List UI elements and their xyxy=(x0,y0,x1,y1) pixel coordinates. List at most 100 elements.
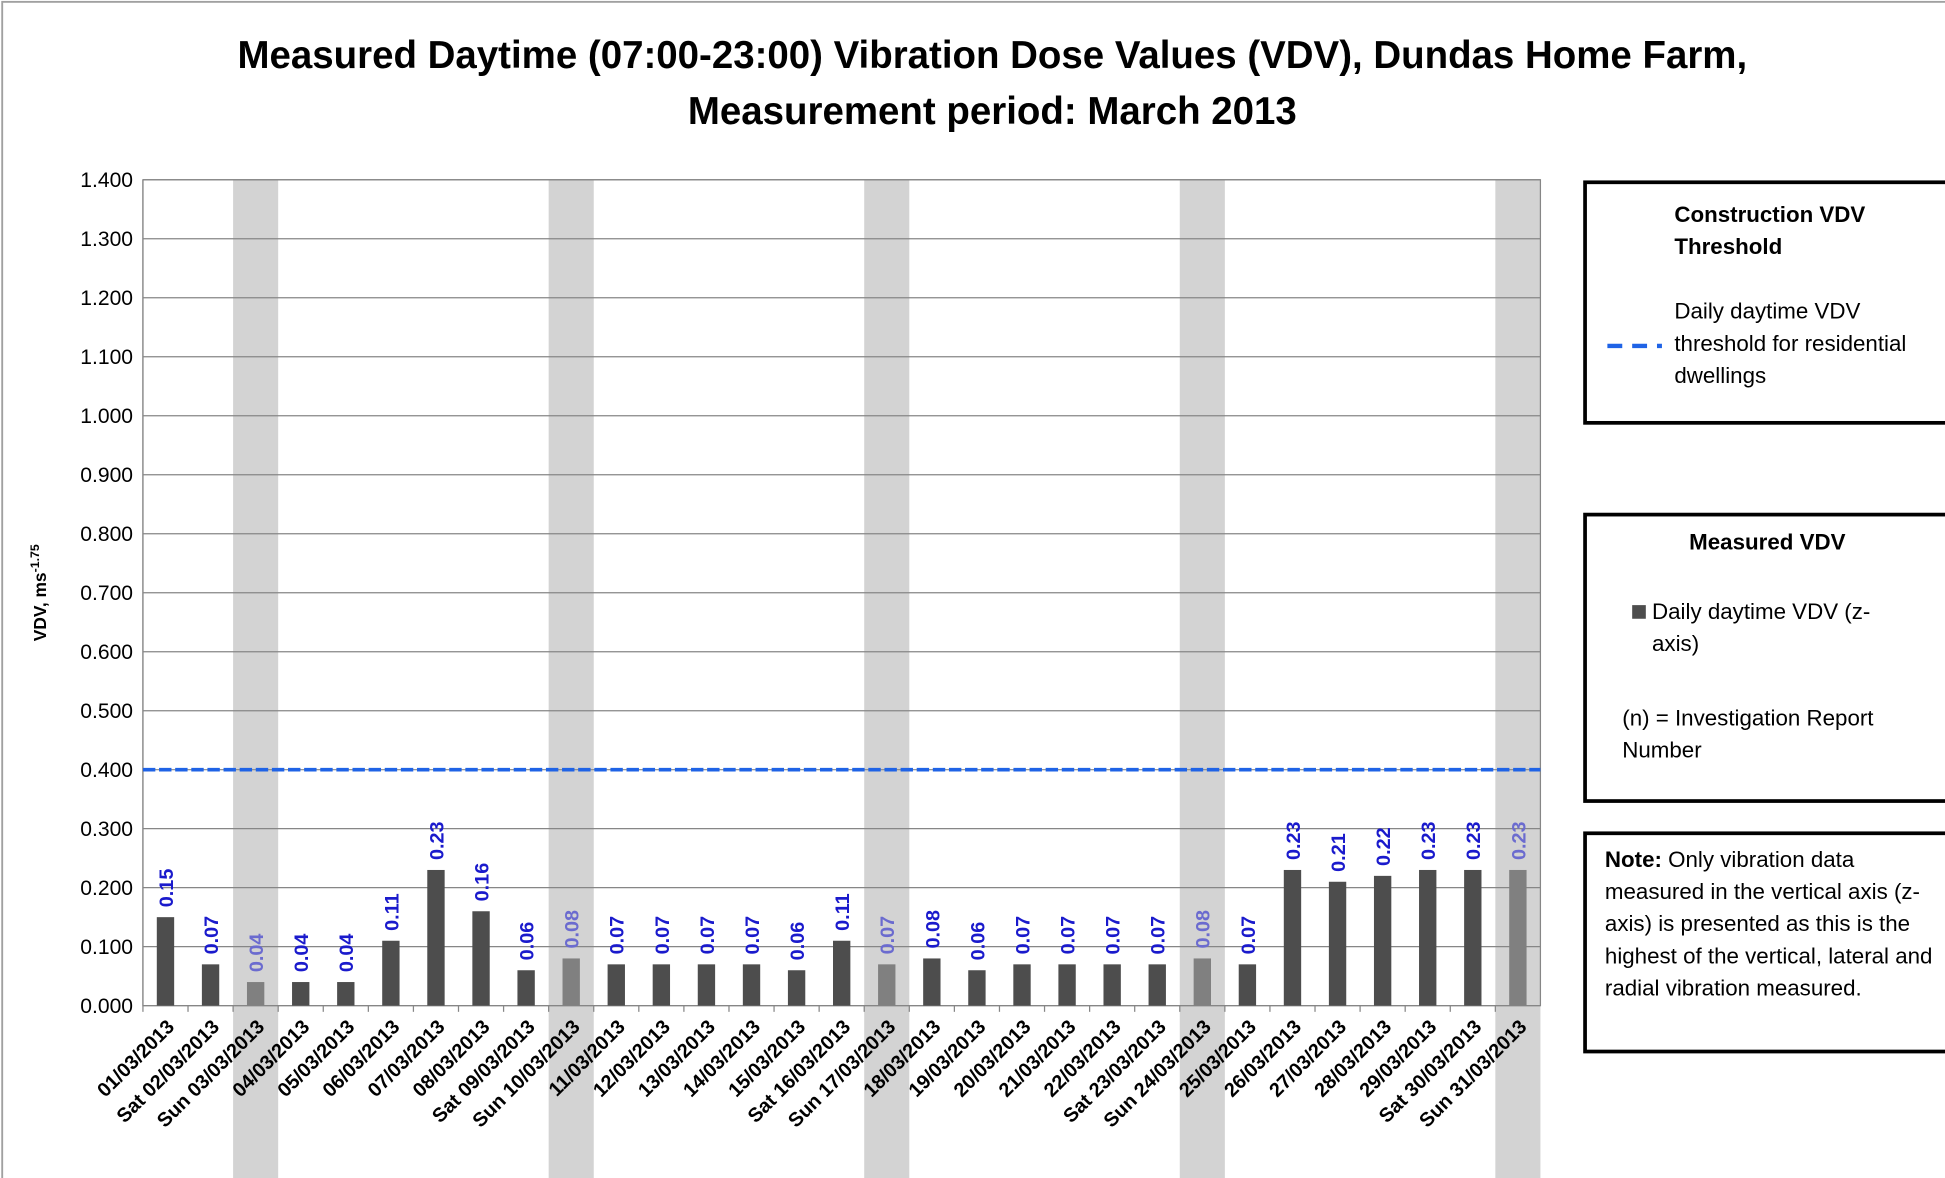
y-tick-label: 0.900 xyxy=(80,464,133,487)
data-label: 0.23 xyxy=(1418,821,1440,860)
bar xyxy=(1013,964,1031,1006)
legend-title-text: Construction VDV Threshold xyxy=(1674,202,1866,260)
legend-box xyxy=(1583,512,1945,803)
data-label: 0.23 xyxy=(1508,821,1530,860)
data-label: 0.07 xyxy=(1103,916,1125,955)
data-label: 0.11 xyxy=(832,893,854,931)
legend-title: Construction VDV Threshold xyxy=(1674,198,1922,262)
bar xyxy=(1193,958,1211,1006)
data-label: 0.07 xyxy=(697,916,719,955)
y-axis-label: VDV, ms-1.75 xyxy=(28,544,50,641)
bar xyxy=(1328,881,1347,1006)
bar xyxy=(517,970,535,1006)
data-label: 0.23 xyxy=(1463,821,1485,860)
bar xyxy=(427,869,445,1006)
note-label: Note: xyxy=(1604,846,1662,872)
y-tick-label: 1.400 xyxy=(80,169,133,192)
bar xyxy=(697,964,716,1006)
chart-title: Measured Daytime (07:00-23:00) Vibration… xyxy=(237,33,1748,133)
shaded-column xyxy=(548,179,594,1178)
data-label: 0.22 xyxy=(1373,827,1395,866)
bar xyxy=(562,958,580,1006)
y-tick-label: 0.100 xyxy=(80,936,133,959)
bar xyxy=(607,964,625,1006)
shaded-column xyxy=(1179,179,1225,1178)
y-tick-label: 0.500 xyxy=(80,700,133,723)
data-label: 0.08 xyxy=(922,910,944,949)
bar xyxy=(292,982,310,1006)
legend-box xyxy=(1583,180,1945,425)
y-tick-label: 0.200 xyxy=(80,877,133,900)
y-tick-label: 1.000 xyxy=(80,405,133,428)
y-tick-label: 0.300 xyxy=(80,818,133,841)
data-label: 0.07 xyxy=(1148,916,1170,955)
y-tick-label: 0.700 xyxy=(80,582,133,605)
note-box xyxy=(1583,831,1945,1054)
data-label: 0.07 xyxy=(877,916,899,955)
data-label: 0.16 xyxy=(471,863,493,902)
legend-threshold-label: Daily daytime VDV threshold for resident… xyxy=(1674,298,1907,389)
bar xyxy=(1464,869,1482,1006)
data-label: 0.08 xyxy=(562,910,584,949)
data-label: 0.07 xyxy=(1058,916,1080,955)
data-label: 0.07 xyxy=(201,916,223,955)
bar xyxy=(1419,869,1437,1006)
legend-title-box: Measured VDV xyxy=(1689,529,1846,555)
data-label: 0.06 xyxy=(517,922,539,961)
y-tick-label: 1.100 xyxy=(80,346,133,369)
shaded-column xyxy=(1495,179,1541,1178)
bar xyxy=(337,982,355,1006)
data-label: 0.07 xyxy=(1238,916,1260,955)
bar xyxy=(382,940,400,1006)
data-label: 0.08 xyxy=(1193,910,1215,949)
data-label: 0.23 xyxy=(426,821,448,860)
data-label: 0.04 xyxy=(291,934,313,973)
bar xyxy=(878,964,896,1006)
bar xyxy=(1283,869,1302,1006)
data-label: 0.07 xyxy=(607,916,629,955)
legend-title-text: Measured VDV xyxy=(1689,529,1846,555)
legend-bar-swatch xyxy=(1632,605,1646,619)
y-tick-label: 0.600 xyxy=(80,641,133,664)
data-label: 0.07 xyxy=(742,916,764,955)
y-axis-label-sup: -1.75 xyxy=(28,544,42,572)
shaded-column xyxy=(864,179,910,1178)
bar xyxy=(1238,964,1257,1006)
title-box: Measured Daytime (07:00-23:00) Vibration… xyxy=(237,33,1748,133)
data-label: 0.06 xyxy=(967,922,989,961)
y-tick-label: 1.300 xyxy=(80,228,133,251)
bar xyxy=(472,911,490,1006)
data-label: 0.04 xyxy=(336,934,358,973)
legend-title-box: Construction VDV Threshold xyxy=(1674,198,1922,262)
y-tick-label: 1.200 xyxy=(80,287,133,310)
note-text: Only vibration data measured in the vert… xyxy=(1604,846,1933,1001)
data-label: 0.06 xyxy=(787,922,809,961)
legend-bar-label: Daily daytime VDV (z-axis) xyxy=(1652,598,1871,656)
bar xyxy=(1373,875,1392,1006)
shaded-column xyxy=(233,179,279,1178)
bar xyxy=(787,970,806,1006)
data-label: 0.21 xyxy=(1328,833,1350,872)
legend-note-box: (n) = Investigation Report Number xyxy=(1622,706,1873,763)
note: Note: Only vibration data measured in th… xyxy=(1605,843,1934,1004)
data-label: 0.23 xyxy=(1283,821,1305,860)
bar xyxy=(156,917,175,1006)
legend-entry-box: Daily daytime VDV threshold for resident… xyxy=(1674,298,1907,389)
data-label: 0.07 xyxy=(1012,916,1034,955)
bar xyxy=(968,970,986,1006)
y-tick-label: 0.800 xyxy=(80,523,133,546)
data-label: 0.04 xyxy=(246,934,268,973)
bar xyxy=(1148,964,1166,1006)
data-label: 0.15 xyxy=(156,869,178,908)
legend-entry-box: Daily daytime VDV (z-axis) xyxy=(1652,598,1871,656)
note-text-box: Note: Only vibration data measured in th… xyxy=(1605,843,1934,1004)
bar xyxy=(833,940,851,1006)
y-axis-label-text: VDV, ms xyxy=(30,572,50,641)
bar xyxy=(652,964,671,1006)
data-label: 0.11 xyxy=(381,893,403,931)
bar xyxy=(1509,869,1527,1006)
bar xyxy=(1058,964,1076,1006)
y-tick-label: 0.400 xyxy=(80,759,133,782)
y-tick-label: 0.000 xyxy=(80,995,133,1018)
